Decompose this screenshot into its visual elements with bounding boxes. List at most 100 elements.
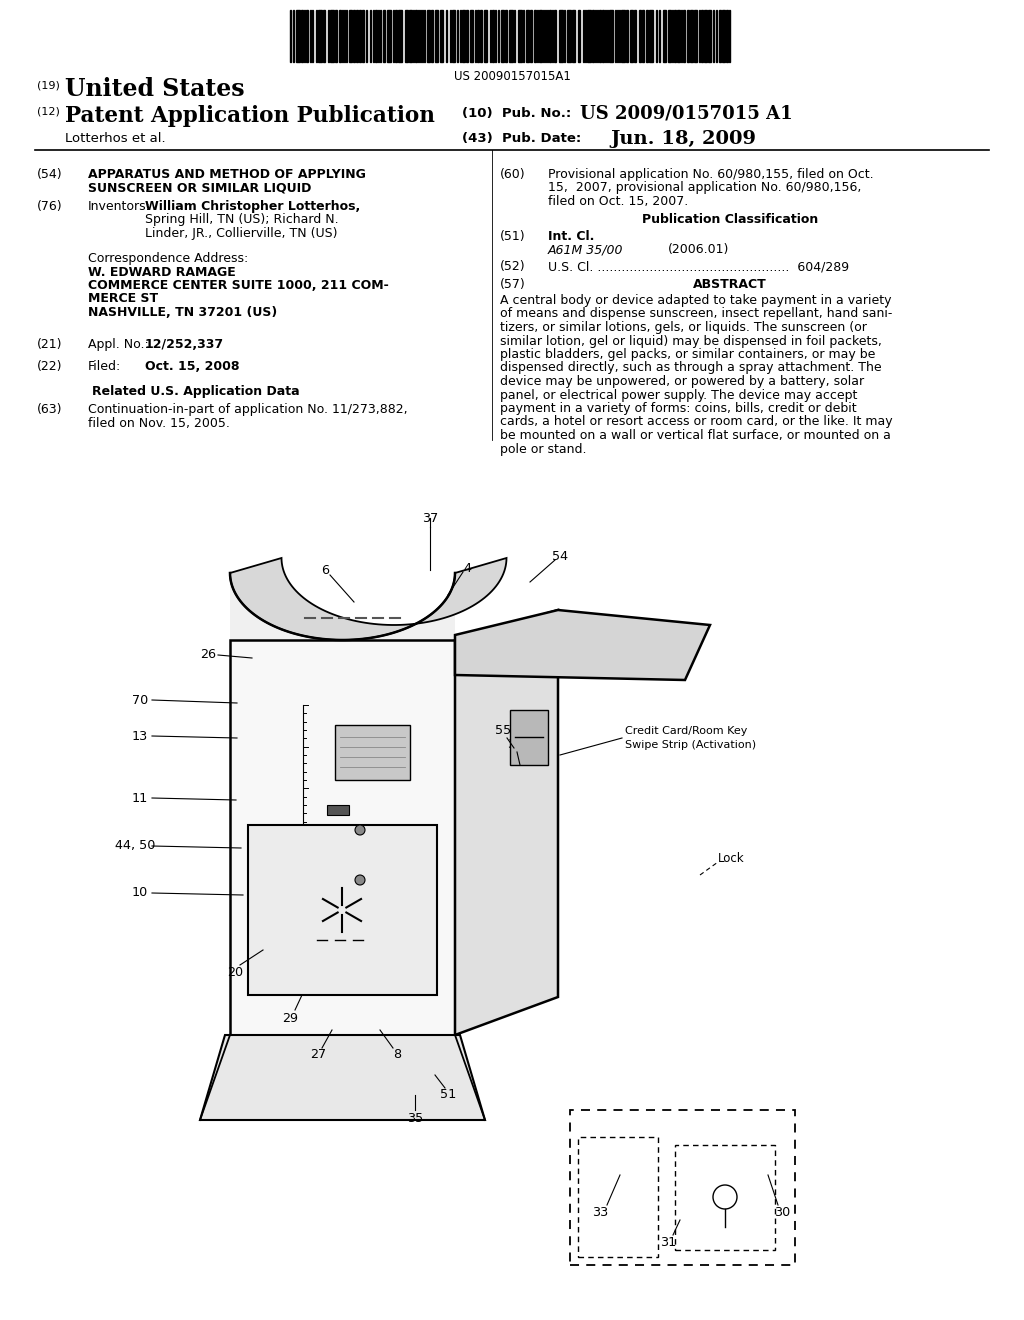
Text: Lock: Lock bbox=[718, 851, 744, 865]
Text: 20: 20 bbox=[227, 965, 243, 978]
Bar bbox=[705, 11, 707, 62]
Bar bbox=[505, 11, 507, 62]
Polygon shape bbox=[230, 573, 455, 640]
Polygon shape bbox=[200, 1035, 485, 1119]
Text: Linder, JR., Collierville, TN (US): Linder, JR., Collierville, TN (US) bbox=[145, 227, 338, 240]
Text: A central body or device adapted to take payment in a variety: A central body or device adapted to take… bbox=[500, 294, 892, 308]
Bar bbox=[663, 11, 666, 62]
Bar bbox=[427, 11, 430, 62]
Bar bbox=[335, 725, 410, 780]
Text: tizers, or similar lotions, gels, or liquids. The sunscreen (or: tizers, or similar lotions, gels, or liq… bbox=[500, 321, 867, 334]
Text: MERCE ST: MERCE ST bbox=[88, 293, 158, 305]
Text: (51): (51) bbox=[500, 230, 525, 243]
Text: (19): (19) bbox=[37, 81, 59, 90]
Text: 31: 31 bbox=[659, 1236, 676, 1249]
Bar bbox=[415, 11, 417, 62]
Bar bbox=[668, 11, 671, 62]
Text: 26: 26 bbox=[200, 648, 216, 661]
Bar bbox=[339, 11, 341, 62]
Polygon shape bbox=[455, 610, 558, 1035]
Bar bbox=[349, 11, 352, 62]
Text: 8: 8 bbox=[393, 1048, 401, 1061]
Text: Provisional application No. 60/980,155, filed on Oct.: Provisional application No. 60/980,155, … bbox=[548, 168, 873, 181]
Text: 31: 31 bbox=[507, 738, 523, 751]
Bar bbox=[435, 11, 438, 62]
Text: Filed:: Filed: bbox=[88, 360, 121, 374]
Bar bbox=[306, 11, 308, 62]
Bar bbox=[492, 11, 494, 62]
Text: (54): (54) bbox=[37, 168, 62, 181]
Bar bbox=[708, 11, 711, 62]
Circle shape bbox=[355, 875, 365, 884]
Text: (22): (22) bbox=[37, 360, 62, 374]
Text: 30: 30 bbox=[774, 1205, 791, 1218]
Text: 70: 70 bbox=[132, 693, 148, 706]
Text: similar lotion, gel or liquid) may be dispensed in foil packets,: similar lotion, gel or liquid) may be di… bbox=[500, 334, 882, 347]
Bar bbox=[452, 11, 455, 62]
Text: payment in a variety of forms: coins, bills, credit or debit: payment in a variety of forms: coins, bi… bbox=[500, 403, 857, 414]
Text: (52): (52) bbox=[500, 260, 525, 273]
Text: United States: United States bbox=[65, 77, 245, 102]
Text: of means and dispense sunscreen, insect repellant, hand sani-: of means and dispense sunscreen, insect … bbox=[500, 308, 892, 321]
Text: (21): (21) bbox=[37, 338, 62, 351]
Bar bbox=[554, 11, 556, 62]
Text: Int. Cl.: Int. Cl. bbox=[548, 230, 594, 243]
Bar bbox=[440, 11, 443, 62]
Bar bbox=[510, 710, 548, 766]
Text: (60): (60) bbox=[500, 168, 525, 181]
Bar bbox=[330, 11, 334, 62]
Bar bbox=[362, 11, 364, 62]
Text: 10: 10 bbox=[132, 887, 148, 899]
Text: filed on Nov. 15, 2005.: filed on Nov. 15, 2005. bbox=[88, 417, 229, 429]
Bar bbox=[694, 11, 697, 62]
Text: be mounted on a wall or vertical flat surface, or mounted on a: be mounted on a wall or vertical flat su… bbox=[500, 429, 891, 442]
Bar bbox=[572, 11, 575, 62]
Text: panel, or electrical power supply. The device may accept: panel, or electrical power supply. The d… bbox=[500, 388, 857, 401]
Text: William Christopher Lotterhos,: William Christopher Lotterhos, bbox=[145, 201, 360, 213]
Text: cards, a hotel or resort access or room card, or the like. It may: cards, a hotel or resort access or room … bbox=[500, 416, 893, 429]
Text: 11: 11 bbox=[132, 792, 148, 804]
Bar bbox=[567, 11, 571, 62]
Bar bbox=[318, 11, 322, 62]
Text: (57): (57) bbox=[500, 279, 525, 290]
Bar bbox=[509, 11, 513, 62]
Bar bbox=[630, 11, 633, 62]
Text: 12/252,337: 12/252,337 bbox=[145, 338, 224, 351]
Text: 6: 6 bbox=[321, 565, 329, 578]
Bar bbox=[726, 11, 728, 62]
Bar bbox=[602, 11, 604, 62]
Bar bbox=[480, 11, 482, 62]
Bar bbox=[592, 11, 594, 62]
Bar bbox=[466, 11, 468, 62]
Bar bbox=[395, 11, 397, 62]
Bar bbox=[477, 11, 479, 62]
Text: pole or stand.: pole or stand. bbox=[500, 442, 587, 455]
Bar bbox=[621, 11, 625, 62]
Bar bbox=[674, 11, 676, 62]
Text: dispensed directly, such as through a spray attachment. The: dispensed directly, such as through a sp… bbox=[500, 362, 882, 375]
Polygon shape bbox=[455, 610, 710, 680]
Bar bbox=[398, 11, 402, 62]
Text: US 2009/0157015 A1: US 2009/0157015 A1 bbox=[580, 106, 793, 123]
Text: W. EDWARD RAMAGE: W. EDWARD RAMAGE bbox=[88, 265, 236, 279]
Text: Inventors:: Inventors: bbox=[88, 201, 151, 213]
Circle shape bbox=[355, 825, 365, 836]
Bar bbox=[335, 11, 337, 62]
Bar bbox=[470, 11, 473, 62]
Text: Spring Hill, TN (US); Richard N.: Spring Hill, TN (US); Richard N. bbox=[145, 214, 339, 227]
Bar bbox=[675, 1144, 775, 1250]
Bar bbox=[677, 11, 680, 62]
Text: 35: 35 bbox=[407, 1111, 423, 1125]
Bar bbox=[570, 1110, 795, 1265]
Bar bbox=[431, 11, 433, 62]
Bar bbox=[353, 11, 355, 62]
Text: plastic bladders, gel packs, or similar containers, or may be: plastic bladders, gel packs, or similar … bbox=[500, 348, 876, 360]
Bar bbox=[301, 11, 303, 62]
Bar bbox=[587, 11, 591, 62]
Polygon shape bbox=[230, 640, 455, 1035]
Bar bbox=[359, 11, 361, 62]
Bar bbox=[649, 11, 653, 62]
Text: Related U.S. Application Data: Related U.S. Application Data bbox=[92, 385, 300, 399]
Bar bbox=[646, 11, 648, 62]
Bar bbox=[387, 11, 391, 62]
